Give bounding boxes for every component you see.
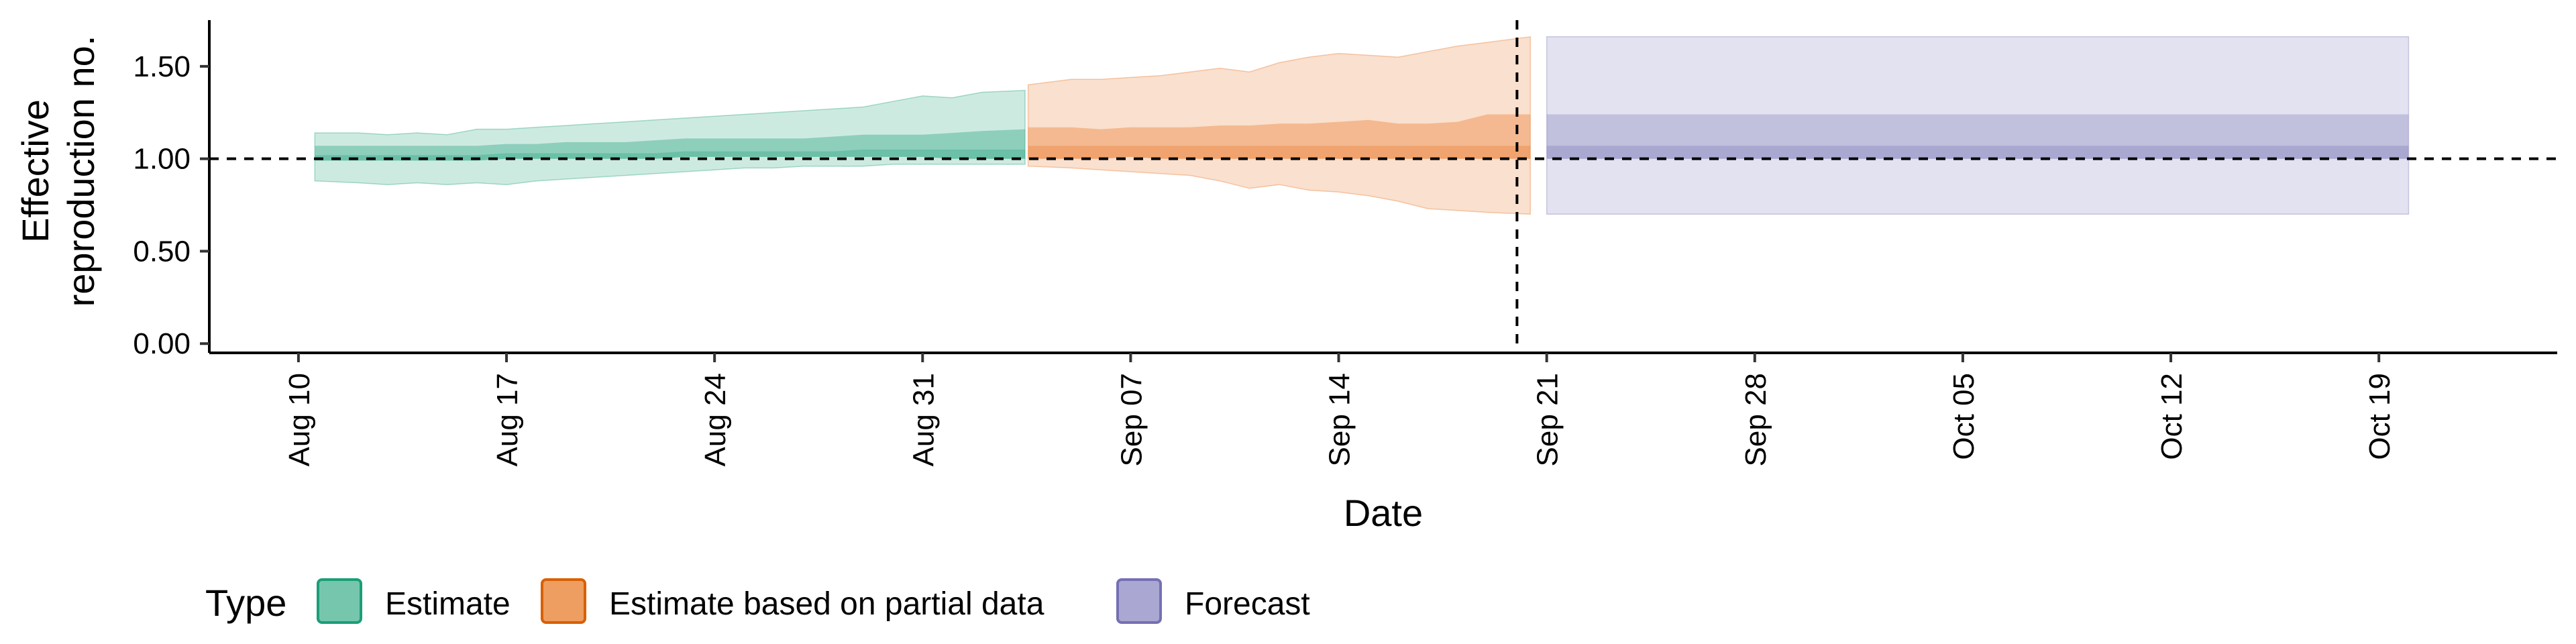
- band-90-forecast: [1546, 36, 2410, 215]
- x-tick-label: Oct 19: [2363, 373, 2396, 460]
- y-axis-title-line-1: Effective: [14, 99, 56, 243]
- x-tick-label: Aug 31: [907, 373, 940, 466]
- band-90-partial: [1027, 36, 1532, 215]
- axes: [208, 20, 2557, 354]
- uncertainty-bands: [314, 36, 2410, 215]
- x-tick-label: Oct 05: [1947, 373, 1980, 460]
- legend-key-forecast: [1116, 578, 1162, 624]
- x-tick-label: Aug 17: [491, 373, 524, 466]
- legend-label-partial: Estimate based on partial data: [609, 586, 1044, 622]
- band-50-partial: [1028, 114, 1531, 159]
- band-50-forecast: [1546, 114, 2409, 159]
- y-axis-title-line-2: reproduction no.: [60, 36, 102, 307]
- y-tick-label: 0.50: [133, 235, 191, 268]
- band-median-partial: [1028, 146, 1531, 159]
- band-median-forecast: [1546, 146, 2409, 159]
- band-50-estimate: [315, 129, 1026, 161]
- y-axis-ticks: 0.00 0.50 1.00 1.50: [133, 50, 209, 360]
- x-tick-label: Sep 28: [1739, 373, 1772, 466]
- x-axis-title: Date: [1344, 492, 1423, 534]
- x-tick-label: Sep 14: [1324, 373, 1356, 466]
- reference-lines: [209, 20, 2557, 353]
- legend: Type Estimate Estimate based on partial …: [205, 578, 1310, 624]
- x-axis-ticks: Aug 10 Aug 17 Aug 24 Aug 31 Sep 07 Sep 14 Sep …: [283, 353, 2396, 466]
- legend-title: Type: [205, 582, 286, 624]
- legend-label-estimate: Estimate: [385, 586, 511, 622]
- x-tick-label: Sep 21: [1532, 373, 1564, 466]
- y-tick-label: 1.00: [133, 143, 191, 176]
- band-90-estimate: [314, 89, 1026, 185]
- x-tick-label: Oct 12: [2155, 373, 2188, 460]
- legend-key-estimate: [317, 578, 362, 624]
- x-tick-label: Aug 10: [283, 373, 316, 466]
- legend-label-forecast: Forecast: [1185, 586, 1310, 622]
- y-tick-label: 0.00: [133, 327, 191, 360]
- y-tick-label: 1.50: [133, 50, 191, 83]
- legend-key-partial: [541, 578, 586, 624]
- x-tick-label: Sep 07: [1115, 373, 1148, 466]
- x-tick-label: Aug 24: [699, 373, 732, 466]
